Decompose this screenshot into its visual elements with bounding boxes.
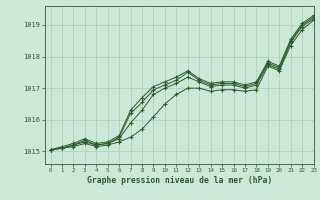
X-axis label: Graphe pression niveau de la mer (hPa): Graphe pression niveau de la mer (hPa) bbox=[87, 176, 272, 185]
